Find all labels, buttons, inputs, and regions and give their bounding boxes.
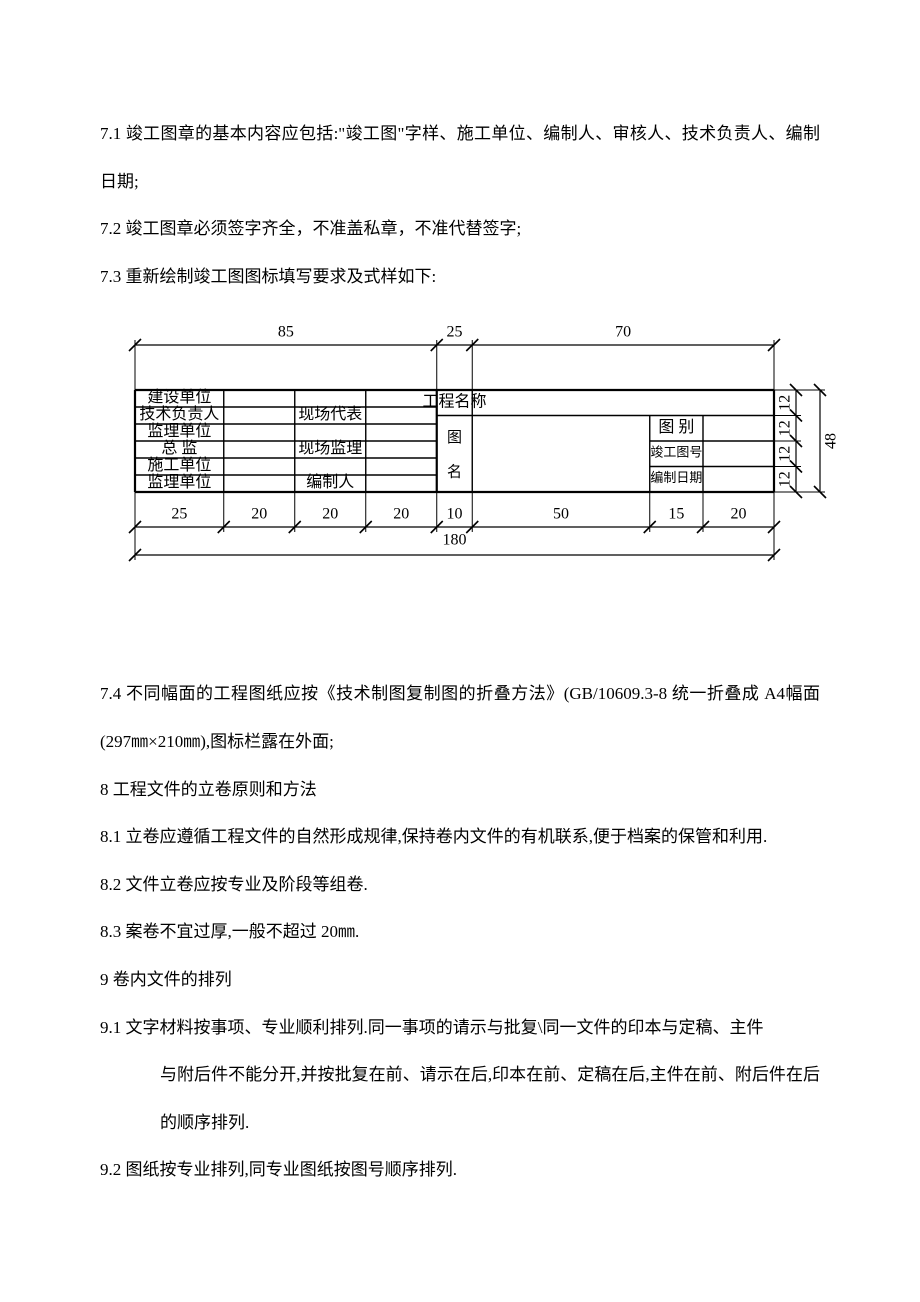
para-9-2: 9.2 图纸按专业排列,同专业图纸按图号顺序排列.: [100, 1146, 820, 1194]
svg-text:180: 180: [443, 532, 467, 549]
svg-text:20: 20: [731, 506, 747, 523]
svg-text:建设单位: 建设单位: [147, 389, 211, 407]
para-7-4: 7.4 不同幅面的工程图纸应按《技术制图复制图的折叠方法》(GB/10609.3…: [100, 670, 820, 765]
svg-text:25: 25: [171, 506, 187, 523]
svg-text:15: 15: [668, 506, 684, 523]
svg-text:监理单位: 监理单位: [147, 423, 211, 441]
svg-text:48: 48: [823, 433, 840, 449]
svg-text:监理单位: 监理单位: [147, 474, 211, 492]
svg-text:12: 12: [777, 421, 794, 437]
svg-text:现场代表: 现场代表: [298, 406, 362, 424]
svg-text:12: 12: [777, 395, 794, 411]
title-block-diagram: 建设单位技术负责人监理单位总 监施工单位监理单位现场代表现场监理编制人工程名称图…: [110, 320, 830, 640]
para-7-2: 7.2 竣工图章必须签字齐全，不准盖私章，不准代替签字;: [100, 205, 820, 253]
svg-text:工程名称: 工程名称: [422, 393, 486, 411]
svg-text:85: 85: [278, 324, 294, 341]
svg-text:12: 12: [777, 472, 794, 488]
svg-text:图 别: 图 别: [658, 418, 694, 436]
svg-text:技术负责人: 技术负责人: [139, 406, 219, 424]
svg-text:70: 70: [615, 324, 631, 341]
svg-text:总 监: 总 监: [161, 440, 197, 458]
svg-text:现场监理: 现场监理: [298, 440, 362, 458]
svg-text:12: 12: [777, 446, 794, 462]
para-8-2: 8.2 文件立卷应按专业及阶段等组卷.: [100, 861, 820, 909]
para-8-3: 8.3 案卷不宜过厚,一般不超过 20㎜.: [100, 908, 820, 956]
svg-text:施工单位: 施工单位: [147, 457, 211, 475]
para-9-1b: 与附后件不能分开,并按批复在前、请示在后,印本在前、定稿在后,主件在前、附后件在…: [100, 1051, 820, 1146]
para-9-1a: 9.1 文字材料按事项、专业顺利排列.同一事项的请示与批复\同一文件的印本与定稿…: [100, 1004, 820, 1052]
svg-text:50: 50: [553, 506, 569, 523]
svg-text:20: 20: [322, 506, 338, 523]
svg-text:25: 25: [447, 324, 463, 341]
para-7-1: 7.1 竣工图章的基本内容应包括:"竣工图"字样、施工单位、编制人、审核人、技术…: [100, 110, 820, 205]
svg-text:20: 20: [393, 506, 409, 523]
para-9: 9 卷内文件的排列: [100, 956, 820, 1004]
svg-text:10: 10: [447, 506, 463, 523]
svg-text:编制日期: 编制日期: [650, 471, 702, 486]
para-8: 8 工程文件的立卷原则和方法: [100, 766, 820, 814]
svg-text:图: 图: [447, 429, 462, 446]
para-7-3: 7.3 重新绘制竣工图图标填写要求及式样如下:: [100, 253, 820, 301]
svg-text:20: 20: [251, 506, 267, 523]
svg-text:名: 名: [447, 464, 462, 481]
para-8-1: 8.1 立卷应遵循工程文件的自然形成规律,保持卷内文件的有机联系,便于档案的保管…: [100, 813, 820, 861]
svg-text:竣工图号: 竣工图号: [650, 445, 702, 460]
svg-text:编制人: 编制人: [306, 474, 354, 492]
